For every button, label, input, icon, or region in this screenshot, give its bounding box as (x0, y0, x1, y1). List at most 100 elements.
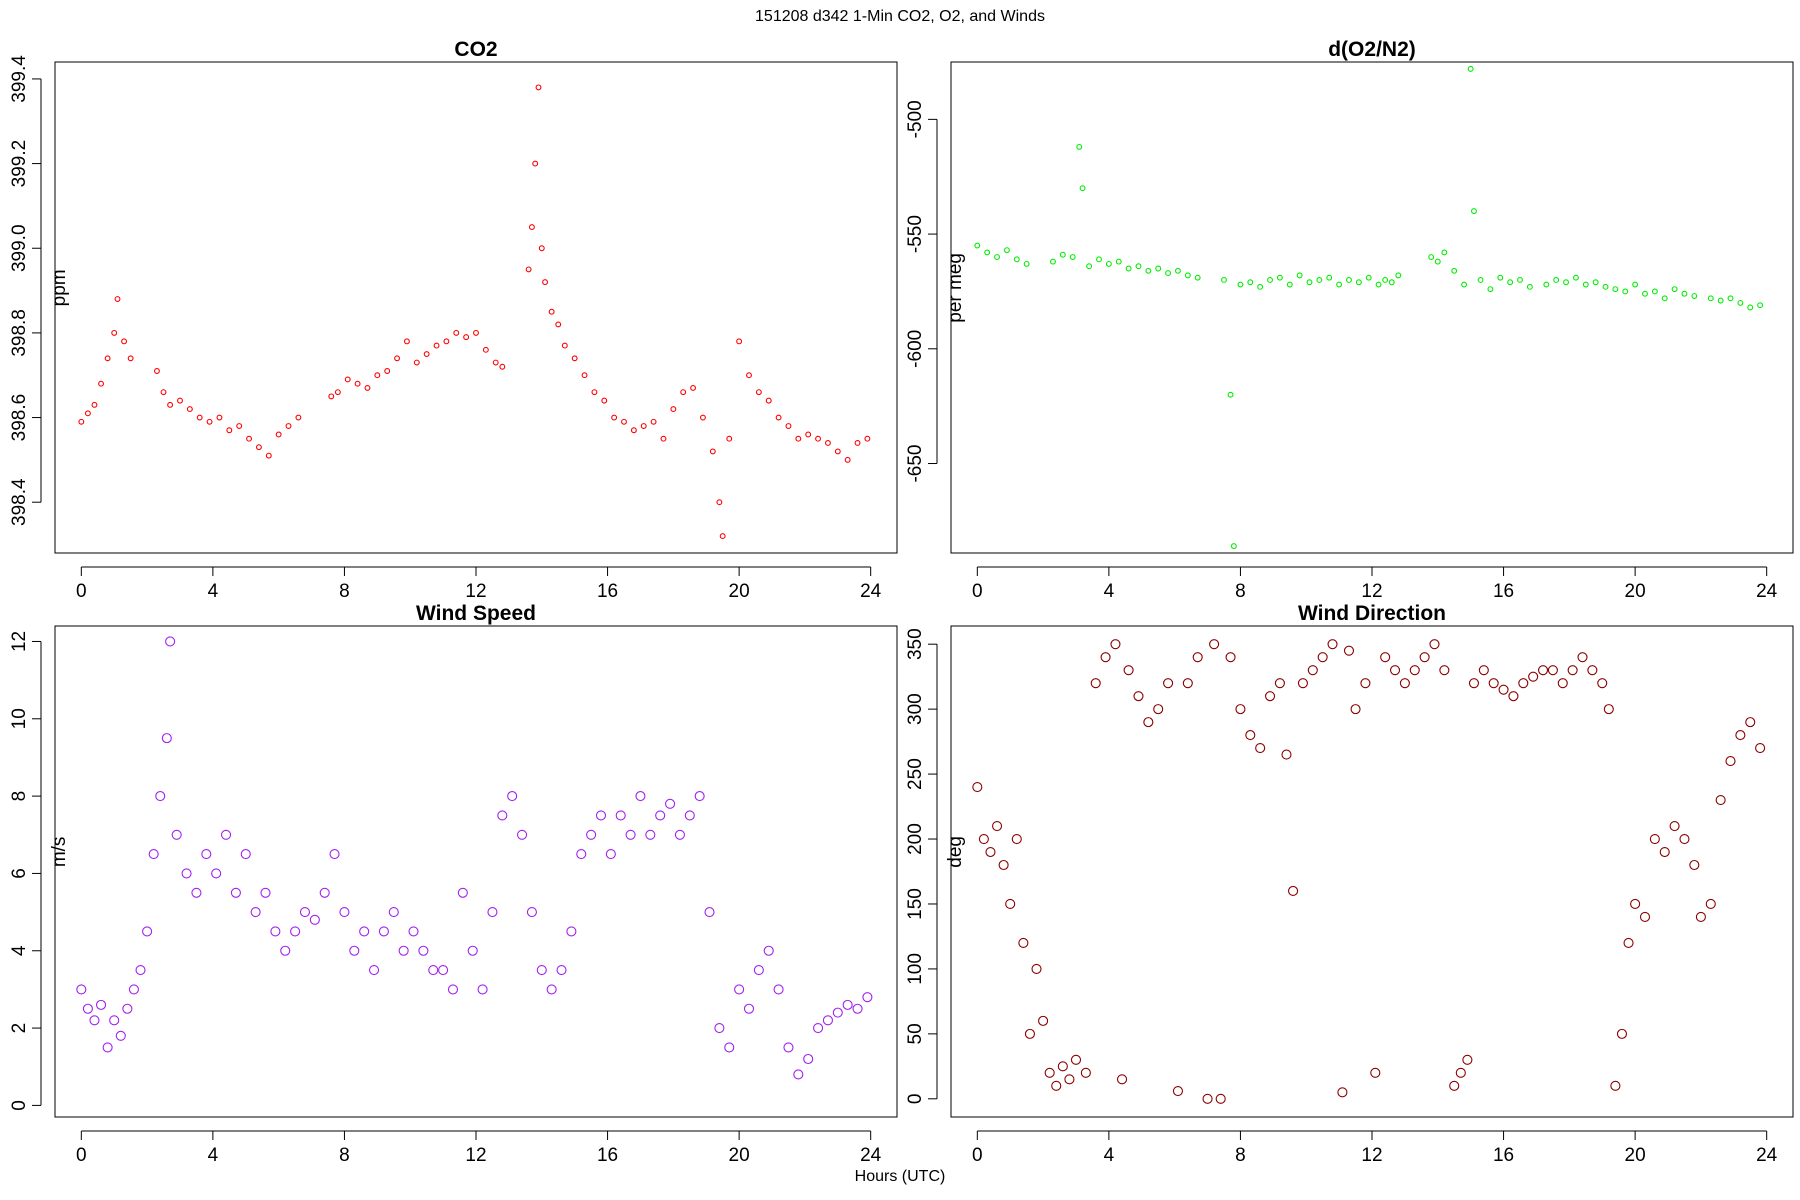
data-point (555, 321, 562, 328)
data-point (834, 448, 841, 455)
data-point (181, 868, 192, 879)
data-point (1622, 288, 1629, 295)
data-point (1689, 859, 1700, 871)
data-point (674, 829, 685, 840)
data-point (1365, 274, 1372, 281)
data-point (1610, 1080, 1621, 1091)
data-point (111, 329, 118, 336)
data-point (746, 372, 752, 379)
data-point (528, 224, 535, 231)
y-tick-label: -650 (905, 445, 926, 483)
data-point (160, 389, 167, 396)
data-point (1429, 639, 1440, 650)
data-point (1528, 671, 1539, 682)
data-point (832, 1007, 843, 1018)
data-point (775, 414, 782, 421)
data-point (1547, 665, 1558, 676)
data-point (1276, 274, 1283, 281)
data-point (1306, 279, 1313, 286)
data-point (1307, 665, 1318, 676)
x-tick-label: 12 (1361, 581, 1382, 602)
data-point (1115, 258, 1122, 265)
data-point (487, 907, 498, 918)
data-point (743, 1003, 755, 1014)
data-point (994, 254, 1000, 260)
data-point (1518, 678, 1529, 689)
data-point (974, 242, 981, 249)
data-point (1428, 254, 1435, 260)
data-point (270, 926, 281, 937)
data-point (536, 965, 547, 976)
data-point (98, 380, 104, 387)
data-point (334, 389, 341, 396)
data-point (196, 414, 203, 421)
x-tick-label: 0 (972, 1145, 983, 1166)
data-point (142, 926, 153, 937)
data-point (1671, 286, 1678, 293)
data-point (525, 266, 532, 273)
data-point (1003, 247, 1010, 254)
data-point (1355, 279, 1362, 286)
y-tick-label: 250 (905, 758, 926, 790)
data-point (1471, 208, 1477, 215)
data-point (1735, 730, 1746, 741)
data-point (1468, 678, 1480, 689)
y-tick-label: 350 (905, 628, 926, 660)
data-point (655, 810, 666, 821)
data-point (1441, 249, 1448, 256)
data-point (295, 414, 302, 421)
data-point (1488, 678, 1499, 689)
data-point (1757, 302, 1764, 309)
chart-panel-1: d(O2/N2) 0 4 8 12 16 20 24 -500 -550 -600 -650 per m… (905, 38, 1794, 602)
data-point (206, 418, 213, 425)
data-point (226, 427, 233, 434)
data-point (795, 435, 802, 442)
data-point (1343, 645, 1355, 656)
data-point (1116, 1074, 1128, 1085)
y-tick-label: 398.8 (9, 309, 30, 357)
data-point (561, 342, 568, 349)
data-point (128, 984, 139, 995)
y-tick-label: 100 (905, 953, 926, 985)
data-point (630, 427, 637, 434)
data-point (1567, 665, 1578, 676)
data-point (842, 999, 853, 1010)
chart-panel-3: Wind Direction 0 4 8 12 16 20 24 0 50 100 150 200 250… (905, 602, 1794, 1166)
data-point (862, 992, 873, 1003)
data-point (1537, 665, 1549, 676)
chart-title: d(O2/N2) (1328, 38, 1416, 61)
data-point (1478, 665, 1489, 676)
data-point (1086, 263, 1093, 270)
data-point (1507, 279, 1514, 286)
data-point (1577, 652, 1588, 663)
y-tick-label: 398.6 (9, 394, 30, 442)
data-point (1163, 678, 1174, 689)
data-point (1011, 833, 1022, 845)
data-point (709, 448, 716, 455)
data-point (1235, 704, 1246, 715)
data-point (1462, 1054, 1473, 1065)
data-point (625, 829, 636, 840)
y-axis-label: ppm (49, 269, 70, 306)
data-point (1707, 295, 1714, 302)
data-point (1755, 743, 1766, 754)
data-point (1245, 730, 1256, 741)
data-series (76, 636, 873, 1080)
data-point (763, 945, 774, 956)
data-point (1264, 691, 1276, 702)
x-tick-label: 16 (597, 1145, 618, 1166)
data-point (805, 431, 812, 438)
y-tick-label: 0 (9, 1100, 30, 1111)
plot-frame (54, 625, 898, 1118)
data-point (586, 829, 597, 840)
data-point (114, 296, 121, 302)
data-point (1616, 1028, 1628, 1039)
x-tick-label: 16 (1493, 581, 1514, 602)
data-point (1215, 1093, 1226, 1104)
data-point (650, 418, 657, 425)
data-point (403, 338, 410, 345)
data-point (611, 414, 618, 421)
x-tick-label: 16 (597, 581, 618, 602)
data-point (615, 810, 626, 821)
